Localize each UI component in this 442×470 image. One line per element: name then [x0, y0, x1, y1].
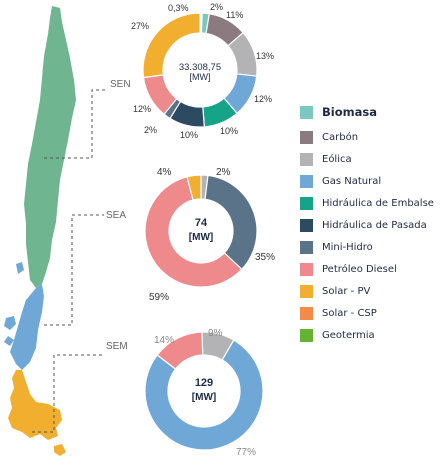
legend-swatch — [300, 328, 313, 342]
label-sen-diesel: 12% — [133, 104, 151, 114]
connector-sem — [32, 354, 104, 433]
label-sen-biomasa: 2% — [210, 2, 223, 12]
legend-item: Biomasa — [300, 100, 442, 124]
label-sea-minihidro: 35% — [255, 252, 275, 263]
label-sem-gas: 77% — [236, 447, 256, 458]
legend-swatch — [300, 262, 313, 276]
label-sen-embalse: 10% — [220, 126, 238, 136]
legend-swatch — [300, 105, 313, 119]
map-region-sea — [10, 284, 44, 370]
connector-sen — [44, 89, 108, 159]
label-sen-solar-csp: 0,3% — [168, 3, 189, 13]
donut-sea-center-value: 74 — [195, 217, 208, 229]
donut-sem: 129 [MW] 14% 9% 77% — [144, 328, 264, 458]
legend-item: Hidráulica de Embalse — [300, 192, 442, 214]
legend-label: Hidráulica de Pasada — [322, 219, 427, 231]
slice-sea-solar-pv — [186, 174, 202, 201]
legend-item: Geotermia — [300, 324, 442, 346]
legend-item: Petróleo Diesel — [300, 258, 442, 280]
legend-swatch — [300, 130, 313, 144]
donut-sen-center-value: 33.308,75 — [179, 62, 221, 73]
donut-sen-center-unit: [MW] — [190, 72, 211, 82]
map-region-sem — [8, 370, 62, 440]
donut-sem-center-unit: [MW] — [192, 392, 216, 403]
donut-sea: 74 [MW] 4% 2% 35% 59% — [144, 167, 275, 303]
legend-label: Biomasa — [322, 105, 377, 119]
legend-item: Gas Natural — [300, 170, 442, 192]
legend-label: Petróleo Diesel — [322, 263, 397, 275]
connector-sea — [44, 214, 104, 326]
legend-item: Solar - PV — [300, 280, 442, 302]
map-region-sen — [24, 6, 76, 288]
slice-sen-solar-pv — [142, 12, 201, 79]
system-label-sem: SEM — [106, 341, 128, 352]
legend-item: Carbón — [300, 126, 442, 148]
connectors — [32, 89, 108, 433]
donut-sem-center-value: 129 — [195, 377, 213, 389]
donut-sen: 33.308,75 [MW] 0,3% 2% 11% 13% 12% 10% 1… — [131, 2, 274, 140]
legend-item: Eólica — [300, 148, 442, 170]
label-sem-diesel: 14% — [154, 335, 174, 346]
label-sen-eolica: 13% — [256, 51, 274, 61]
legend-item: Hidráulica de Pasada — [300, 214, 442, 236]
system-label-sea: SEA — [106, 210, 126, 221]
legend-label: Carbón — [322, 131, 359, 143]
map-region-sea-islands — [4, 262, 24, 346]
legend-label: Solar - CSP — [322, 307, 377, 319]
map-region-sem-island — [54, 444, 66, 456]
legend-swatch — [300, 218, 313, 232]
donut-sea-center-unit: [MW] — [189, 232, 213, 243]
legend-swatch — [300, 152, 313, 166]
legend-item: Mini-Hidro — [300, 236, 442, 258]
slice-sea-mini-hidro — [204, 174, 258, 271]
system-label-sen: SEN — [110, 79, 131, 90]
label-sen-solar-pv: 27% — [131, 21, 149, 31]
legend-item: Solar - CSP — [300, 302, 442, 324]
legend-label: Solar - PV — [322, 285, 371, 297]
legend-swatch — [300, 240, 313, 254]
legend-label: Hidráulica de Embalse — [322, 197, 434, 209]
label-sem-eolica: 9% — [208, 328, 223, 339]
legend: Biomasa Carbón Eólica Gas Natural Hidráulica… — [300, 100, 442, 346]
label-sen-pasada: 10% — [180, 130, 198, 140]
label-sen-gas: 12% — [254, 94, 272, 104]
label-sen-carbon: 11% — [226, 10, 243, 20]
label-sen-minihidro: 2% — [144, 125, 157, 135]
label-sea-eolica: 2% — [216, 167, 231, 178]
legend-label: Eólica — [322, 153, 352, 165]
legend-swatch — [300, 174, 313, 188]
chile-map — [4, 6, 76, 456]
legend-label: Gas Natural — [322, 175, 382, 187]
legend-label: Geotermia — [322, 329, 375, 341]
slice-sem-gas-natural — [144, 339, 264, 451]
label-sea-diesel: 59% — [149, 292, 169, 303]
slice-sea-petr-leo-diesel — [144, 176, 243, 288]
legend-swatch — [300, 306, 313, 320]
legend-swatch — [300, 196, 313, 210]
legend-swatch — [300, 284, 313, 298]
slice-sem-petr-leo-diesel — [156, 331, 204, 370]
legend-label: Mini-Hidro — [322, 241, 373, 253]
label-sea-solar-pv: 4% — [157, 167, 172, 178]
